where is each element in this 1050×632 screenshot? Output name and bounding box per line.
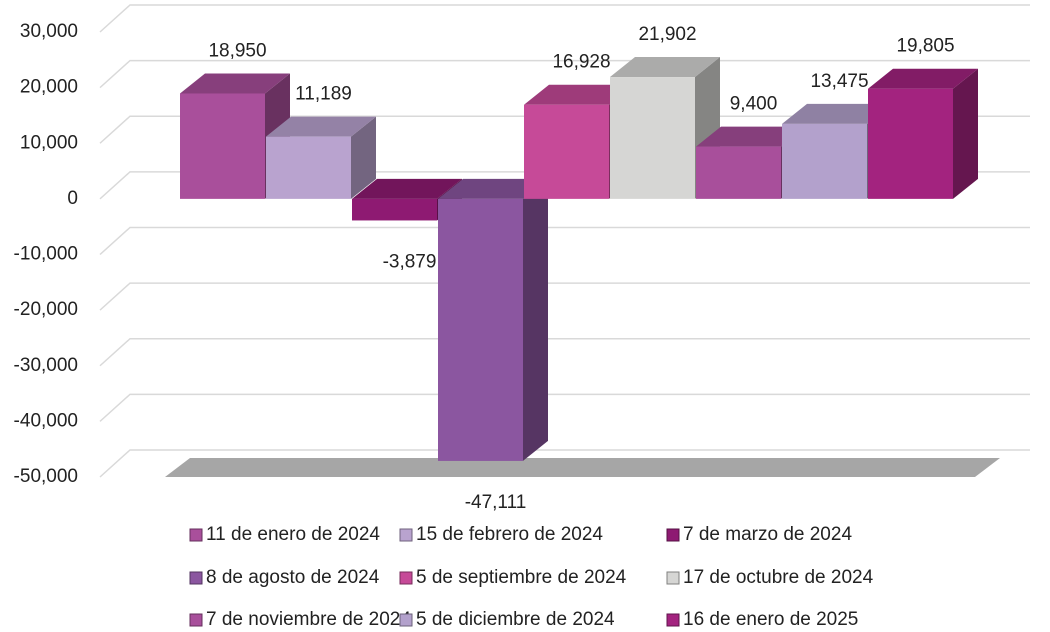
data-label: 21,902	[638, 24, 696, 45]
bar-top	[266, 116, 376, 137]
legend-label: 7 de marzo de 2024	[683, 524, 852, 545]
bar-side	[523, 178, 548, 461]
legend-label: 7 de noviembre de 2024	[206, 609, 411, 630]
grid-line	[99, 115, 1030, 144]
data-label: 18,950	[208, 40, 266, 61]
legend-label: 5 de diciembre de 2024	[416, 609, 615, 630]
bar-top	[352, 178, 462, 199]
bar-top	[524, 84, 634, 105]
bar	[610, 77, 695, 199]
bar	[438, 198, 523, 461]
bar-top	[438, 178, 548, 199]
bar	[782, 123, 867, 199]
y-tick-label: 0	[67, 188, 78, 209]
legend-swatch	[189, 571, 203, 585]
grid-line	[99, 4, 1030, 33]
bar-top	[782, 103, 892, 124]
data-label: -47,111	[465, 492, 527, 513]
bar	[696, 146, 781, 199]
legend-label: 5 de septiembre de 2024	[416, 567, 627, 588]
legend-swatch	[666, 571, 680, 585]
grid-line	[99, 282, 1030, 311]
bar	[266, 136, 351, 199]
legend-swatch	[666, 528, 680, 542]
bar-side	[351, 116, 376, 199]
bar	[352, 198, 437, 221]
bar	[524, 104, 609, 199]
data-label: 9,400	[730, 94, 778, 115]
legend-swatch	[189, 528, 203, 542]
data-label: -3,879	[383, 251, 437, 272]
bar-top	[610, 57, 720, 78]
data-label: 19,805	[896, 36, 954, 57]
grid-line	[99, 338, 1030, 367]
grid-line	[99, 59, 1030, 89]
legend-label: 8 de agosto de 2024	[206, 567, 380, 588]
floor	[165, 458, 1000, 477]
data-label: 11,189	[295, 84, 352, 105]
y-tick-label: 30,000	[20, 21, 78, 42]
bar	[868, 88, 953, 199]
legend-swatch	[666, 613, 680, 627]
grid-line	[99, 393, 1030, 422]
grid-line	[99, 226, 1030, 256]
legend-label: 15 de febrero de 2024	[416, 524, 603, 545]
legend-swatch	[399, 571, 413, 585]
bar-top	[180, 73, 290, 94]
y-tick-label: 10,000	[20, 132, 78, 153]
y-tick-label: 20,000	[20, 77, 78, 98]
y-tick-label: -20,000	[14, 299, 78, 320]
legend-label: 11 de enero de 2024	[206, 524, 380, 545]
y-tick-label: -30,000	[14, 355, 78, 376]
legend-swatch	[399, 613, 413, 627]
bar-top	[696, 126, 806, 147]
y-tick-label: -50,000	[14, 466, 78, 487]
y-tick-label: -40,000	[14, 410, 78, 431]
legend-label: 17 de octubre de 2024	[683, 567, 874, 588]
data-label: 13,475	[810, 71, 868, 92]
bar-side	[953, 68, 978, 199]
bar	[180, 93, 265, 199]
legend-swatch	[189, 613, 203, 627]
y-tick-label: -10,000	[14, 244, 78, 265]
data-label: 16,928	[552, 52, 610, 73]
legend-label: 16 de enero de 2025	[683, 609, 858, 630]
grid-line	[99, 449, 1030, 478]
bar-top	[868, 68, 978, 89]
legend-swatch	[399, 528, 413, 542]
